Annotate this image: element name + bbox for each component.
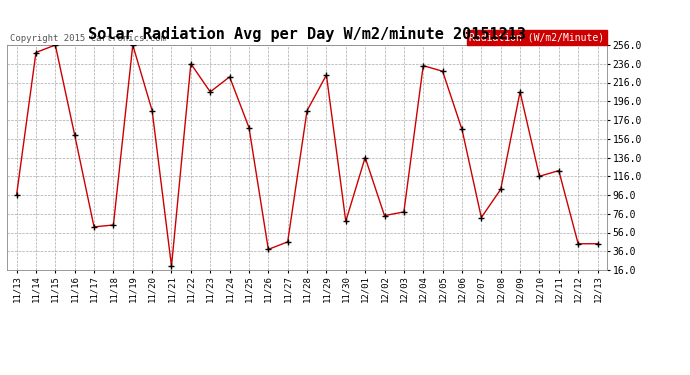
Text: Copyright 2015 Cartronics.com: Copyright 2015 Cartronics.com <box>10 34 166 43</box>
Text: Radiation (W/m2/Minute): Radiation (W/m2/Minute) <box>469 33 604 43</box>
Title: Solar Radiation Avg per Day W/m2/minute 20151213: Solar Radiation Avg per Day W/m2/minute … <box>88 27 526 42</box>
